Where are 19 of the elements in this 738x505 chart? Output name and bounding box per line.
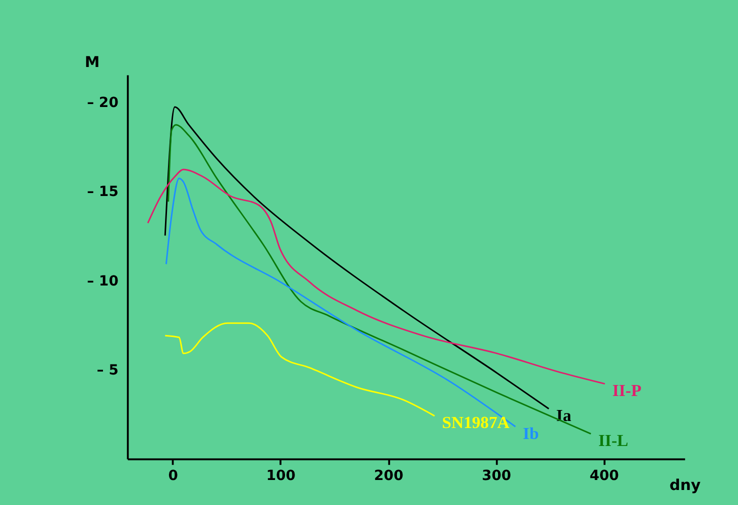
x-axis-title: dny <box>670 476 701 494</box>
line-series <box>164 106 550 410</box>
series-label: II-P <box>612 380 642 400</box>
series-label: II-L <box>598 430 628 450</box>
y-tick-label: – 5 <box>96 362 118 379</box>
line-series <box>147 168 606 385</box>
x-tick-label: 400 <box>590 468 620 484</box>
line-series <box>165 178 516 428</box>
series-label: Ib <box>522 424 539 443</box>
x-tick-label: 200 <box>374 468 404 484</box>
y-tick-label: – 15 <box>87 184 118 200</box>
y-tick-label: – 10 <box>87 273 119 290</box>
x-tick-label: 300 <box>482 468 512 484</box>
y-axis-title: M <box>84 52 100 71</box>
y-tick-label: – 20 <box>87 94 119 111</box>
x-tick-label: 100 <box>266 468 296 484</box>
x-tick-label: 0 <box>168 468 178 484</box>
line-series <box>164 322 436 417</box>
series-label: SN1987A <box>442 413 510 432</box>
